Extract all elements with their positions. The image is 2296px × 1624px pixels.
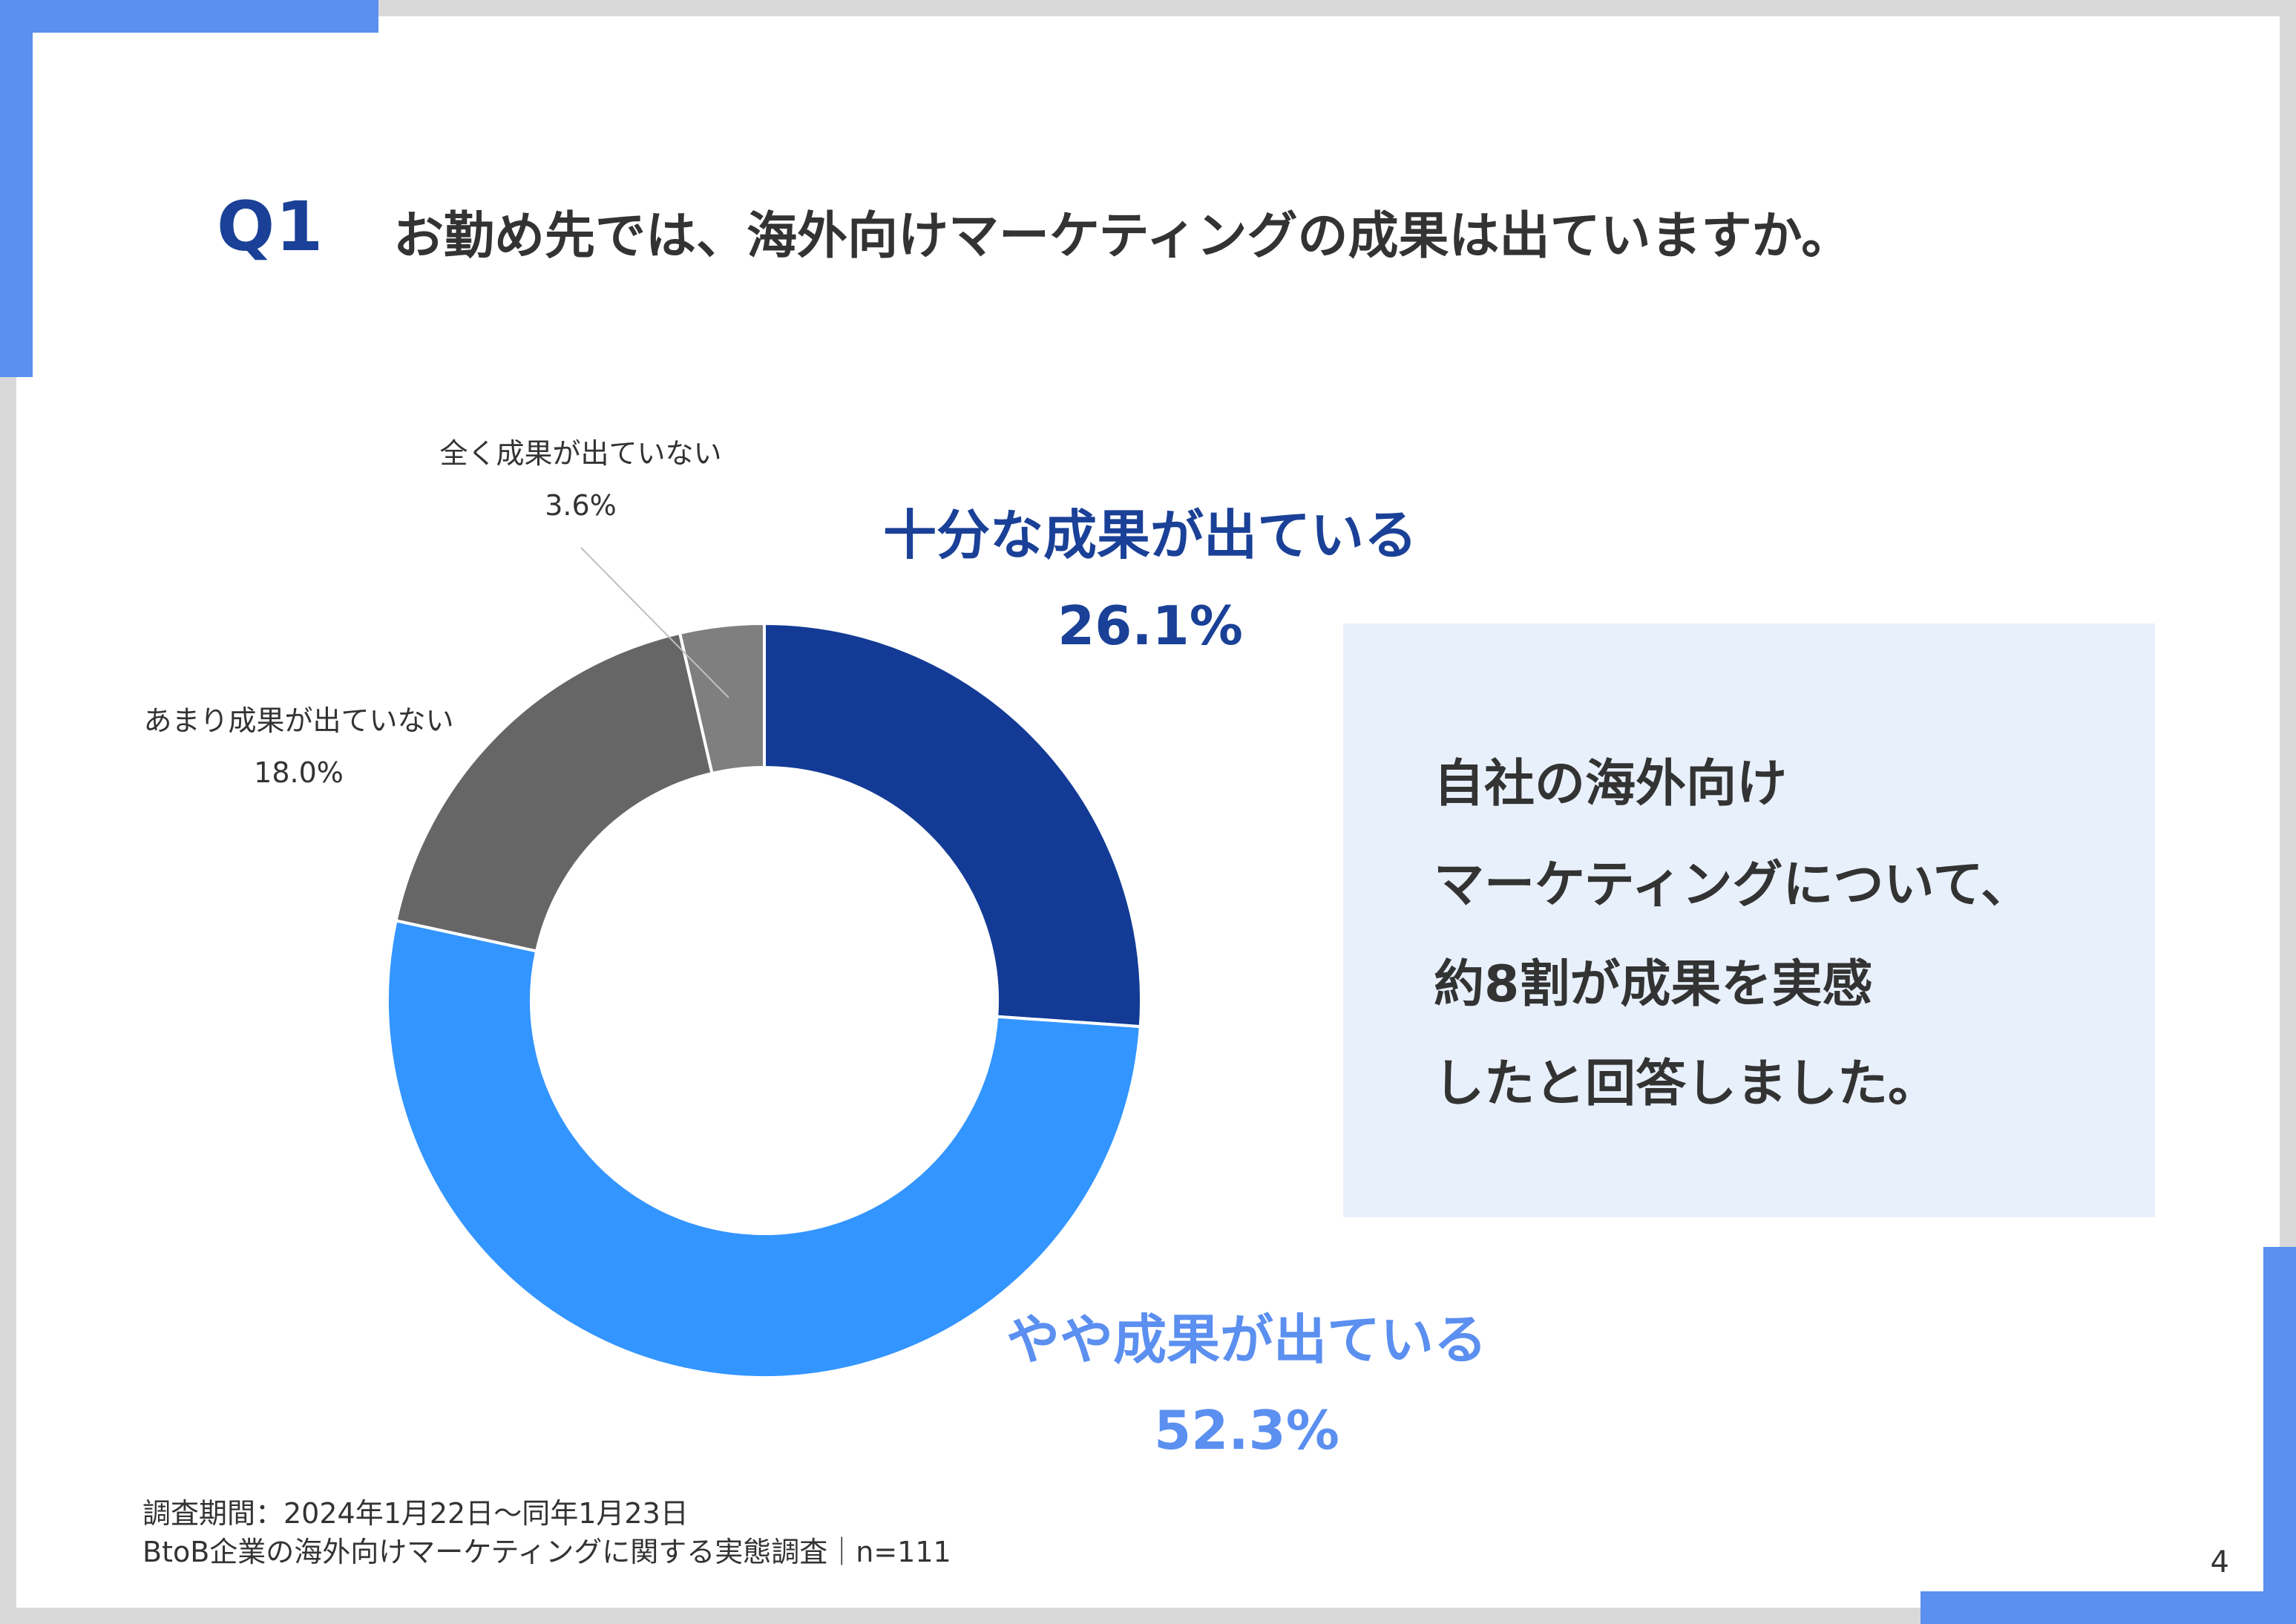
callout-line-3: 約8割が成果を実感 [1434, 955, 1873, 1014]
accent-bar-top-left [0, 0, 378, 33]
label-somewhat: やや成果が出ている 52.3% [965, 1294, 1529, 1476]
label-not-much: あまり成果が出ていない 18.0% [111, 695, 486, 799]
label-not-much-name: あまり成果が出ていない [143, 704, 454, 737]
summary-callout [1343, 623, 2155, 1217]
accent-bar-bottom-right [1921, 1591, 2296, 1624]
slice-somewhat [386, 918, 1142, 1379]
label-sufficient: 十分な成果が出ている 26.1% [861, 490, 1440, 671]
slice-none [678, 621, 766, 776]
survey-period: 調査期間：2024年1月22日～同年1月23日 [142, 1497, 689, 1530]
slice-not-much [394, 631, 714, 953]
leader-line [580, 547, 729, 698]
question-number: Q1 [217, 187, 324, 266]
callout-line-1: 自社の海外向け [1434, 755, 1788, 813]
label-somewhat-name: やや成果が出ている [1006, 1309, 1487, 1371]
survey-description: BtoB企業の海外向けマーケティングに関する実態調査｜n=111 [142, 1536, 951, 1568]
accent-bar-left [0, 0, 33, 377]
label-sufficient-value: 26.1% [1057, 595, 1243, 657]
callout-line-4: したと回答しました。 [1434, 1055, 1939, 1113]
label-sufficient-name: 十分な成果が出ている [882, 504, 1417, 566]
label-not-much-value: 18.0% [254, 756, 344, 789]
accent-bar-right [2263, 1247, 2296, 1624]
label-none-value: 3.6% [545, 489, 617, 522]
slice-sufficient [763, 621, 1143, 1029]
question-title: お勤め先では、海外向けマーケティングの成果は出ていますか。 [393, 207, 1852, 266]
callout-line-2: マーケティングについて、 [1434, 856, 2032, 914]
label-none: 全く成果が出ていない 3.6% [401, 428, 761, 531]
page-number: 4 [2210, 1545, 2229, 1579]
label-somewhat-value: 52.3% [1154, 1399, 1339, 1461]
label-none-name: 全く成果が出ていない [439, 437, 722, 470]
